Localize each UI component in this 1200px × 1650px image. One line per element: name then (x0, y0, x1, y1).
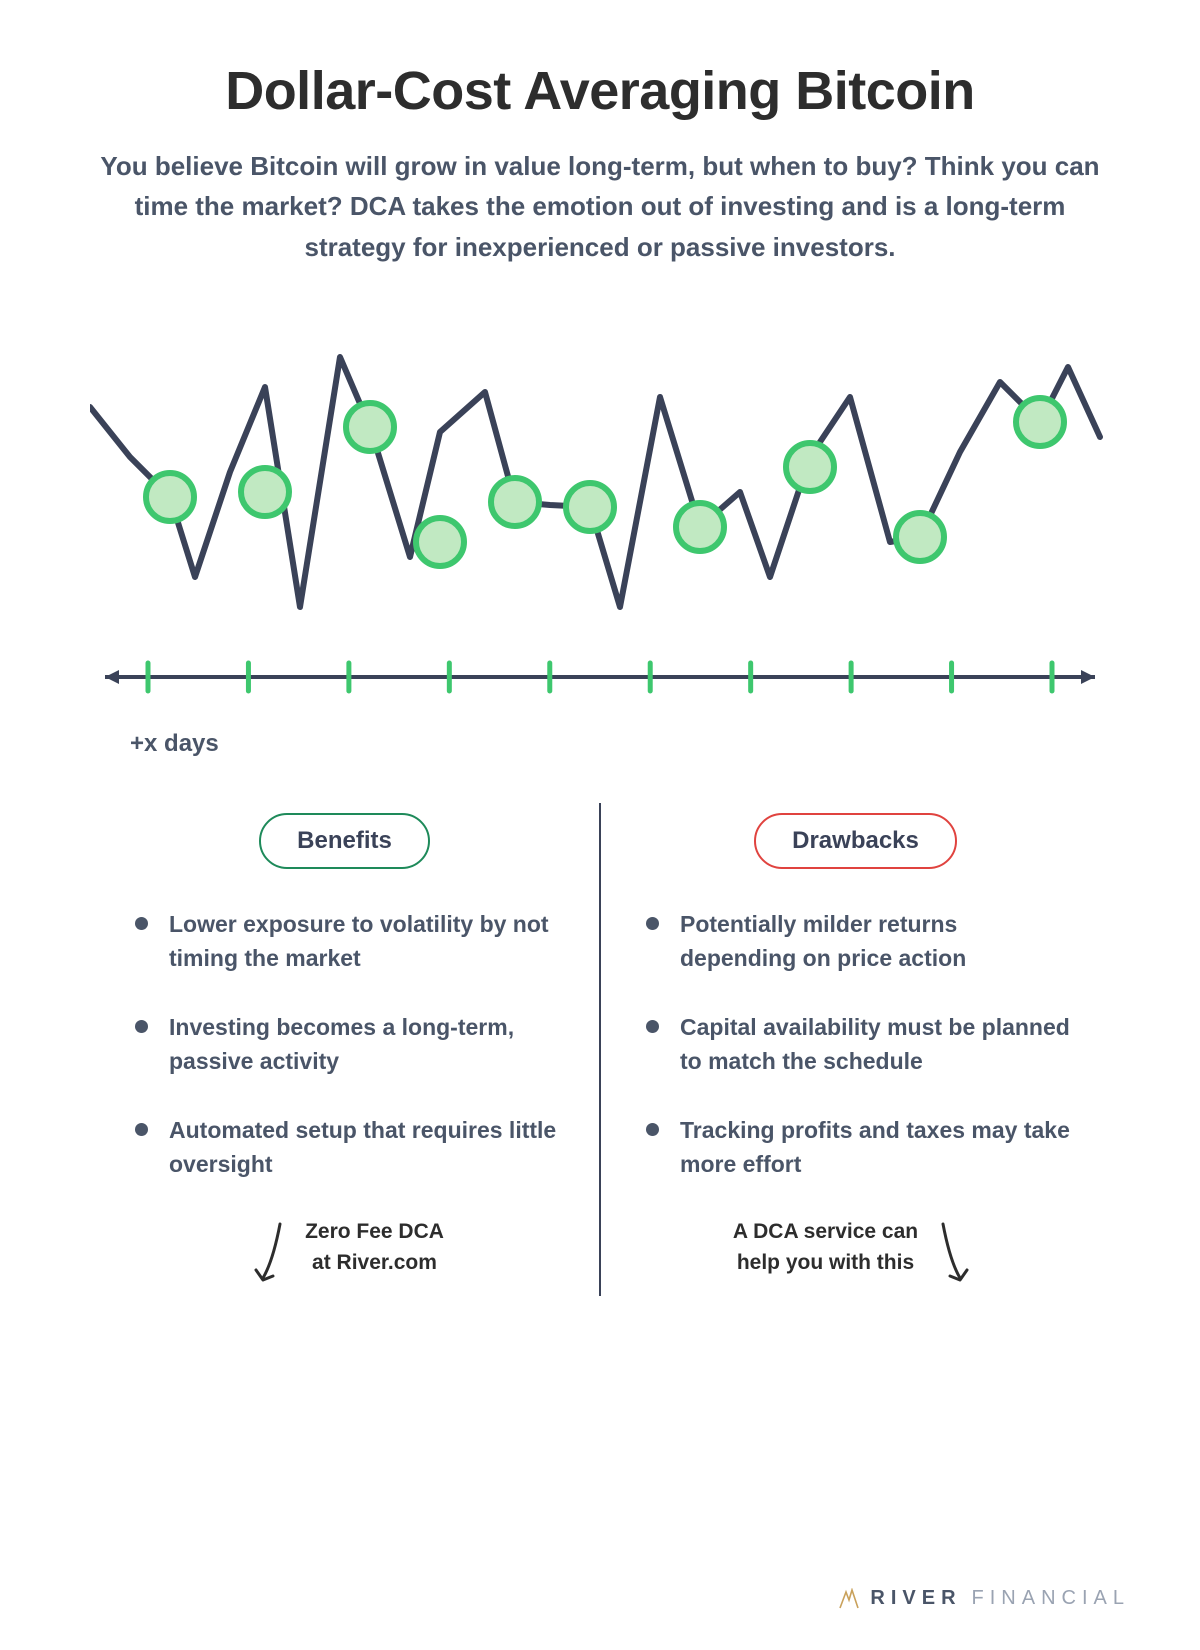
footer-logo: RIVER FINANCIAL (838, 1587, 1130, 1610)
brand-light: FINANCIAL (972, 1587, 1130, 1610)
benefits-callout: Zero Fee DCA at River.com (125, 1216, 564, 1296)
brand-bold: RIVER (870, 1587, 961, 1610)
benefits-callout-line2: at River.com (305, 1247, 444, 1279)
drawbacks-callout-line2: help you with this (733, 1247, 918, 1279)
page-title: Dollar-Cost Averaging Bitcoin (90, 60, 1110, 122)
drawbacks-callout-line1: A DCA service can (733, 1216, 918, 1248)
price-chart: +x days (90, 327, 1110, 758)
arrow-down-right-icon (928, 1216, 978, 1296)
list-item: Investing becomes a long-term, passive a… (135, 1010, 564, 1079)
drawbacks-column: Drawbacks Potentially milder returns dep… (601, 813, 1110, 1296)
benefits-list: Lower exposure to volatility by not timi… (125, 907, 564, 1182)
benefits-callout-line1: Zero Fee DCA (305, 1216, 444, 1248)
arrow-down-left-icon (245, 1216, 295, 1296)
list-item: Capital availability must be planned to … (646, 1010, 1075, 1079)
logo-icon (838, 1588, 860, 1610)
benefits-badge: Benefits (259, 813, 430, 869)
drawbacks-list: Potentially milder returns depending on … (636, 907, 1075, 1182)
list-item: Automated setup that requires little ove… (135, 1113, 564, 1182)
benefits-column: Benefits Lower exposure to volatility by… (90, 813, 599, 1296)
list-item: Lower exposure to volatility by not timi… (135, 907, 564, 976)
list-item: Tracking profits and taxes may take more… (646, 1113, 1075, 1182)
page-subtitle: You believe Bitcoin will grow in value l… (90, 146, 1110, 267)
list-item: Potentially milder returns depending on … (646, 907, 1075, 976)
x-axis-label: +x days (130, 730, 1110, 758)
chart-svg (90, 327, 1110, 707)
drawbacks-badge: Drawbacks (754, 813, 957, 869)
drawbacks-callout: A DCA service can help you with this (636, 1216, 1075, 1296)
